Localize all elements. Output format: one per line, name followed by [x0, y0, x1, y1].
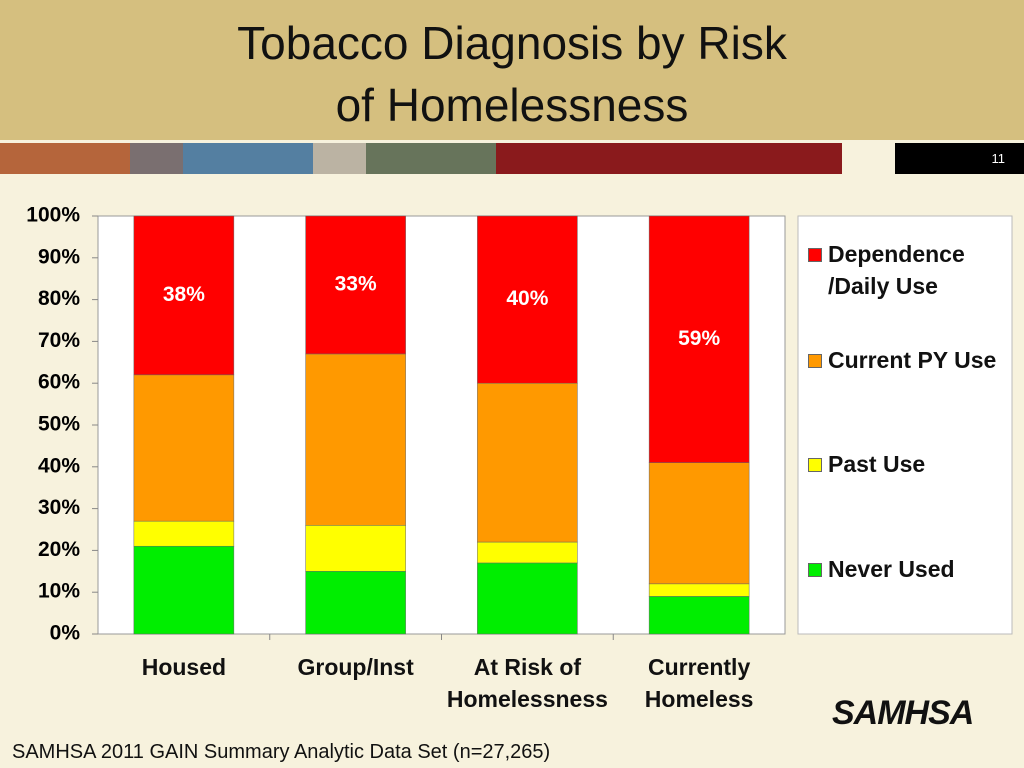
logo: SAMHSA	[832, 694, 974, 732]
strip	[366, 143, 496, 174]
header-band	[0, 0, 1024, 140]
y-tick-label: 20%	[38, 538, 80, 561]
strip	[496, 143, 842, 174]
bar-segment	[133, 215, 235, 376]
bar-segment	[648, 583, 750, 597]
y-tick-label: 100%	[26, 204, 80, 227]
strip	[895, 143, 1024, 174]
y-tick-label: 60%	[38, 371, 80, 394]
bar-segment	[477, 382, 578, 543]
x-tick-label: At Risk of Homelessness	[446, 654, 608, 712]
data-label: 38%	[163, 283, 205, 306]
slide-title: Tobacco Diagnosis by Risk of Homelessnes…	[237, 17, 787, 131]
legend-swatch	[808, 248, 822, 262]
y-tick-label: 10%	[38, 580, 80, 603]
legend-swatch	[808, 563, 822, 577]
source-note: SAMHSA 2011 GAIN Summary Analytic Data S…	[12, 741, 551, 763]
bar-segment	[133, 545, 235, 635]
bar-segment	[477, 541, 578, 564]
data-label: 40%	[506, 287, 548, 310]
bar-segment	[648, 215, 750, 463]
legend-label: Never Used	[828, 556, 955, 582]
legend-swatch	[808, 458, 822, 472]
strip	[313, 143, 366, 174]
y-tick-label: 50%	[38, 413, 80, 436]
y-tick-label: 90%	[38, 245, 80, 268]
page-number: 11	[991, 151, 1006, 166]
bar-segment	[477, 215, 578, 384]
y-tick-label: 70%	[38, 329, 80, 352]
data-label: 59%	[678, 327, 720, 350]
y-tick-label: 30%	[38, 496, 80, 519]
x-tick-label: Housed	[141, 654, 227, 680]
bar-segment	[133, 374, 235, 522]
data-label: 33%	[335, 273, 377, 296]
y-tick-label: 0%	[50, 622, 81, 645]
bar-segment	[477, 562, 578, 635]
legend-label: Current PY Use	[828, 347, 997, 373]
bar-segment	[305, 525, 406, 572]
strip	[183, 143, 313, 174]
strip	[0, 143, 130, 174]
y-tick-label: 80%	[38, 287, 80, 310]
y-tick-label: 40%	[38, 454, 80, 477]
bar-segment	[305, 215, 406, 355]
bar-segment	[305, 353, 406, 526]
legend-box	[797, 215, 1013, 635]
bar-segment	[305, 571, 406, 635]
x-tick-label: Currently Homeless	[644, 654, 754, 712]
legend-swatch	[808, 354, 822, 368]
legend-label: Dependence /Daily Use	[828, 241, 965, 299]
bar-segment	[648, 462, 750, 585]
bar-segment	[133, 520, 235, 547]
legend-label: Past Use	[828, 451, 926, 477]
bar-segment	[648, 596, 750, 635]
strip	[130, 143, 183, 174]
x-tick-label: Group/Inst	[297, 654, 414, 680]
